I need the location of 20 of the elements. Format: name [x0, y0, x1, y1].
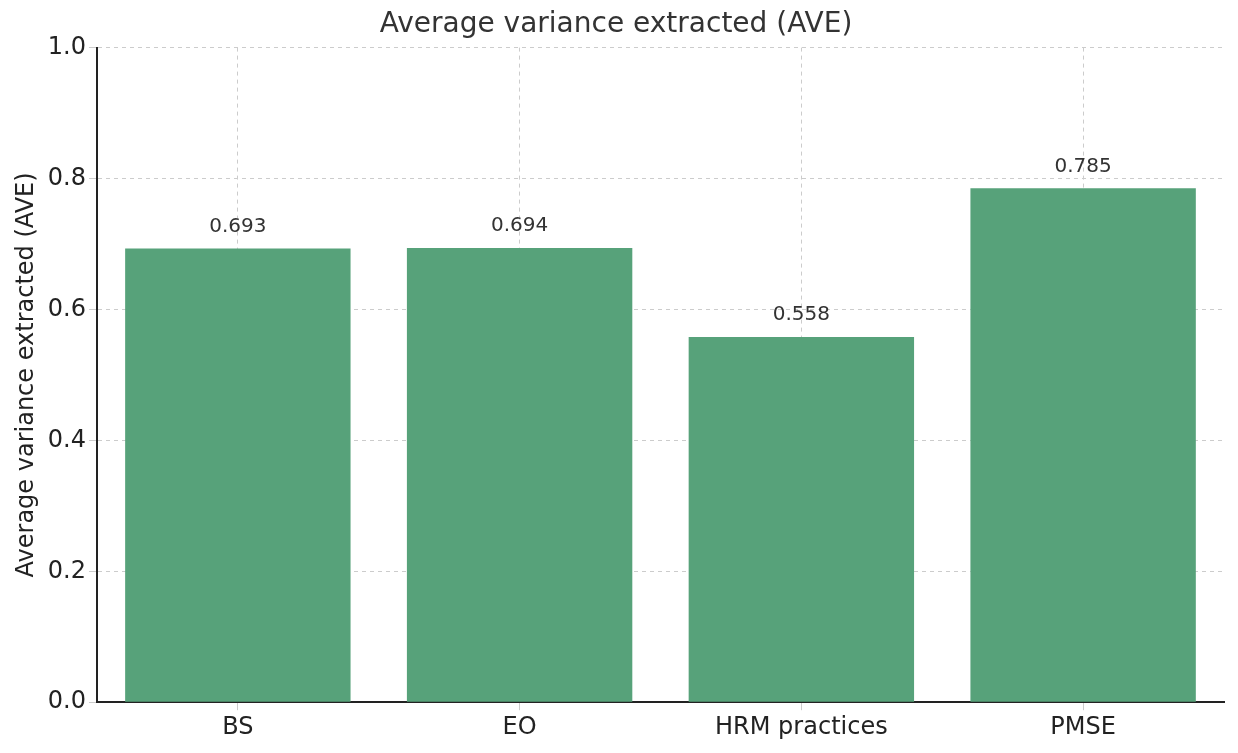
chart-title: Average variance extracted (AVE) — [379, 6, 853, 40]
data-label: 0.785 — [1054, 152, 1112, 177]
data-label: 0.694 — [490, 212, 549, 237]
x-tick-label: BS — [222, 711, 254, 740]
y-tick-label: 0.8 — [47, 162, 86, 191]
bar — [125, 248, 351, 702]
bar — [406, 247, 633, 702]
y-tick-label: 0.4 — [47, 424, 86, 453]
data-label: 0.693 — [209, 212, 267, 237]
data-label: 0.558 — [772, 301, 830, 326]
y-tick-label: 1.0 — [47, 31, 86, 60]
y-axis-title: Average variance extracted (AVE) — [10, 172, 39, 578]
bar — [688, 336, 915, 702]
x-tick-label: EO — [502, 711, 537, 740]
y-tick-label: 0.2 — [47, 555, 86, 584]
bar — [970, 188, 1196, 702]
y-tick-label: 0.0 — [47, 686, 86, 715]
x-tick-label: HRM practices — [715, 711, 888, 740]
x-tick-label: PMSE — [1050, 711, 1116, 740]
y-tick-label: 0.6 — [47, 293, 86, 322]
